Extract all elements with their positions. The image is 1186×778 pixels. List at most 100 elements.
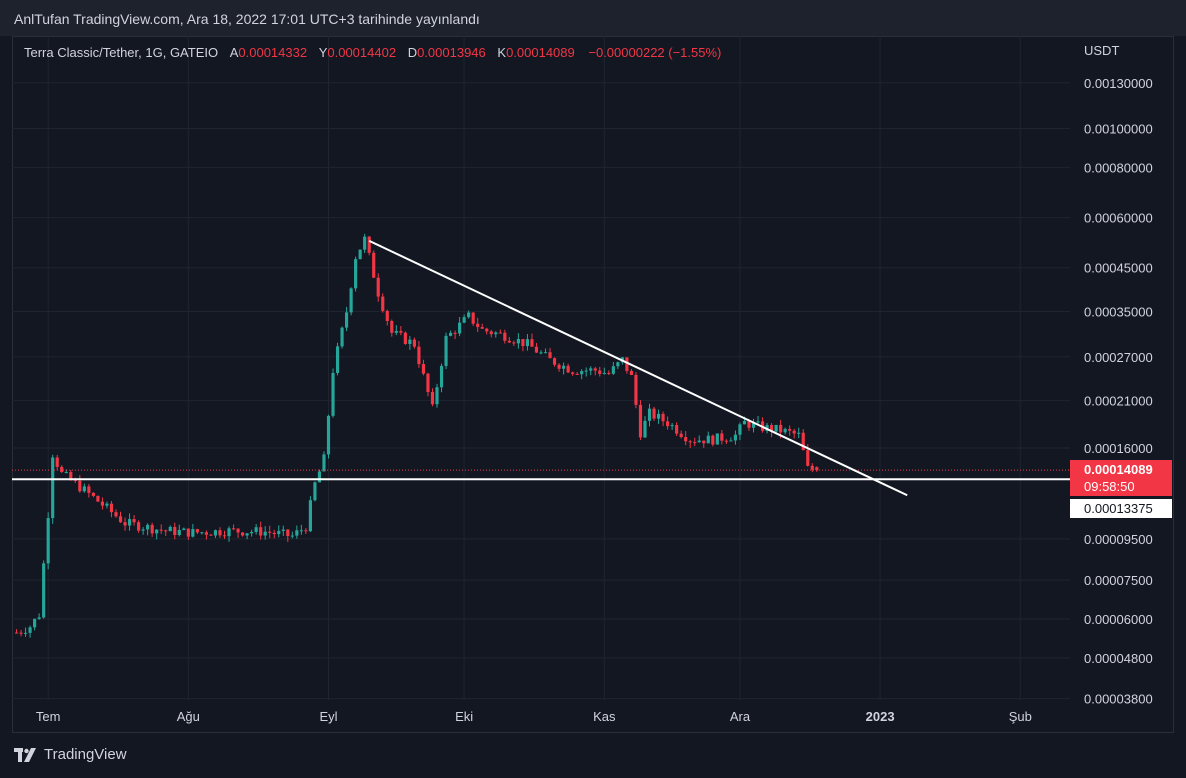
candle-body [114, 512, 118, 517]
last-price-tag: 0.00014089 09:58:50 [1070, 460, 1172, 496]
candle-body [530, 339, 534, 347]
candle-body [37, 617, 41, 619]
candle-body [127, 519, 132, 526]
candle-body [69, 471, 73, 480]
last-price-value: 0.00014089 [1084, 462, 1153, 477]
candle-body [806, 450, 810, 466]
change-value: −0.00000222 (−1.55%) [588, 45, 722, 60]
candle-body [593, 368, 597, 371]
y-tick-label: 0.00004800 [1084, 651, 1153, 666]
candle-body [182, 528, 186, 531]
ohlc-legend: Terra Classic/Tether, 1G, GATEIO A 0.0001… [24, 45, 721, 60]
candle-body [647, 408, 652, 421]
candle-body [46, 518, 50, 564]
candle-body [598, 370, 602, 374]
candle-body [661, 413, 665, 422]
x-tick-label: Şub [1009, 709, 1032, 724]
candle-body [503, 332, 507, 341]
candle-body [132, 519, 136, 523]
candle-body [751, 422, 756, 428]
candle-body [471, 312, 475, 324]
candle-body [322, 454, 326, 472]
y-tick-label: 0.00003800 [1084, 692, 1153, 707]
open-label: A [229, 45, 239, 60]
candle-body [281, 529, 285, 531]
candle-body [73, 479, 77, 481]
candle-body [629, 370, 634, 375]
candle-body [213, 530, 218, 536]
candle-body [697, 440, 701, 443]
candle-body [146, 524, 150, 530]
published-info: AnlTufan TradingView.com, Ara 18, 2022 1… [14, 11, 480, 27]
candle-body [313, 482, 317, 501]
candle-body [733, 434, 738, 441]
close-value: 0.00014089 [506, 45, 575, 60]
candle-body [403, 332, 407, 344]
candle-body [693, 442, 697, 444]
candle-body [159, 529, 163, 531]
horizontal-line-price-tag: 0.00013375 [1070, 499, 1172, 518]
candle-body [286, 529, 290, 537]
candle-body [100, 501, 105, 506]
candle-body [241, 532, 245, 536]
candle-body [797, 432, 801, 434]
footer-brand[interactable]: TradingView [44, 746, 127, 763]
candle-body [607, 372, 611, 374]
candle-body [308, 500, 312, 532]
candle-body [571, 372, 575, 374]
candle-body [417, 346, 421, 365]
high-value: 0.00014402 [327, 45, 397, 60]
candle-body [408, 339, 412, 344]
candle-body [774, 424, 778, 432]
candle-body [602, 372, 606, 374]
footer: TradingView [14, 746, 127, 763]
candle-body [209, 534, 213, 536]
candle-body [430, 392, 435, 405]
candle-body [290, 535, 294, 537]
candle-body [788, 428, 792, 431]
y-tick-label: 0.00016000 [1084, 441, 1153, 456]
candle-body [78, 480, 82, 492]
chart-frame[interactable] [12, 36, 1174, 733]
candle-body [123, 522, 127, 526]
candle-body [317, 471, 322, 483]
candle-body [87, 486, 91, 493]
currency-label[interactable]: USDT [1084, 43, 1120, 58]
candle-body [534, 346, 539, 353]
candle-body [652, 408, 656, 419]
candle-body [421, 364, 426, 374]
candle-body [552, 358, 557, 365]
candle-body [372, 252, 376, 278]
candle-body [480, 327, 484, 329]
candle-body [584, 370, 588, 372]
candle-body [589, 368, 593, 371]
candle-body [376, 277, 380, 297]
candle-body [485, 328, 489, 332]
candle-body [539, 352, 543, 354]
y-tick-label: 0.00080000 [1084, 160, 1153, 175]
candle-body [358, 249, 362, 260]
candle-body [250, 531, 254, 534]
candle-body [55, 457, 59, 467]
candle-body [354, 259, 358, 289]
candle-body [729, 440, 733, 442]
candle-body [810, 465, 814, 470]
candle-body [792, 430, 796, 434]
candle-body [23, 632, 28, 634]
candle-body [268, 531, 272, 533]
candle-body [367, 236, 371, 253]
candle-body [444, 335, 448, 366]
candle-body [64, 471, 68, 473]
candle-body [611, 366, 615, 374]
candle-body [467, 312, 471, 318]
candle-body [575, 373, 579, 375]
symbol-name[interactable]: Terra Classic/Tether, 1G, GATEIO [24, 45, 219, 60]
candle-body [435, 387, 439, 405]
candle-body [702, 440, 706, 444]
x-tick-label: Eki [455, 709, 473, 724]
tradingview-logo-icon[interactable] [14, 747, 38, 763]
candle-body [60, 466, 64, 472]
candle-body [19, 632, 23, 634]
bar-countdown: 09:58:50 [1084, 479, 1135, 494]
